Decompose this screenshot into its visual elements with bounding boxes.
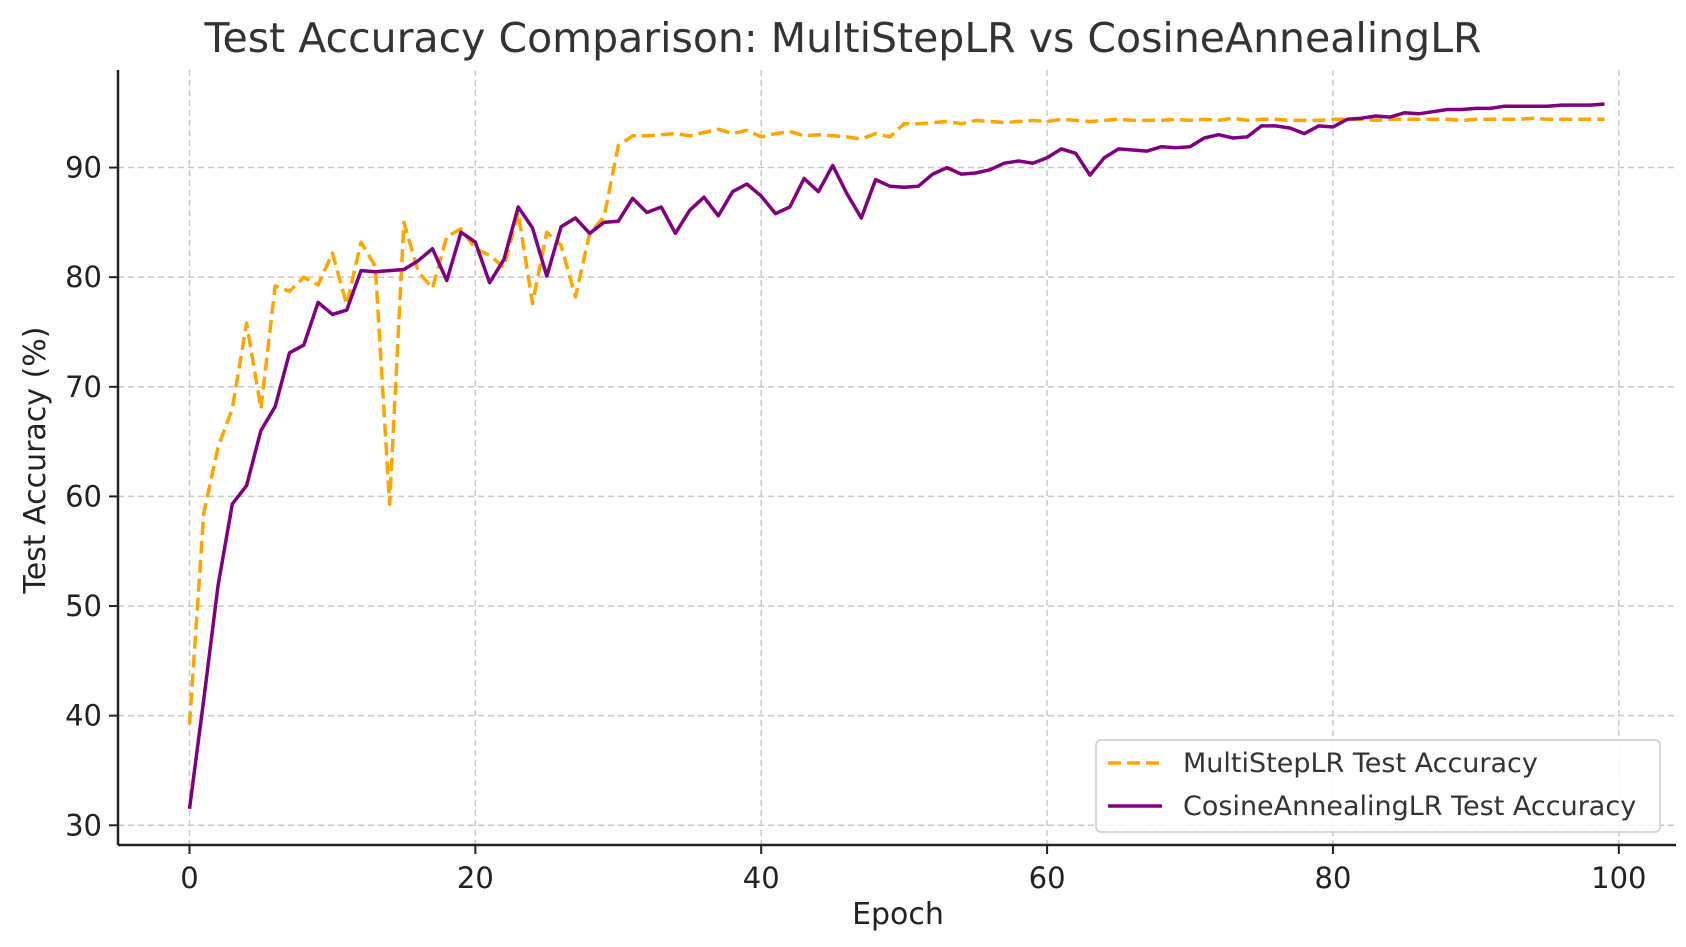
- legend-label-multisteplr: MultiStepLR Test Accuracy: [1183, 748, 1538, 779]
- y-tick-label: 30: [65, 808, 102, 842]
- series-layer: [187, 102, 1605, 810]
- y-tick-label: 60: [65, 479, 102, 513]
- x-tick-label: 0: [180, 861, 198, 895]
- y-tick-label: 50: [65, 589, 102, 623]
- series-line-cosineannealinglr: [187, 102, 1605, 810]
- x-axis-label: Epoch: [852, 897, 944, 932]
- y-tick-label: 90: [65, 151, 102, 185]
- y-tick-label: 80: [65, 260, 102, 294]
- legend-box: [1095, 739, 1661, 833]
- chart-title: Test Accuracy Comparison: MultiStepLR vs…: [203, 14, 1481, 62]
- legend-label-cosineannealinglr: CosineAnnealingLR Test Accuracy: [1183, 791, 1636, 822]
- series-line-multisteplr: [187, 116, 1605, 725]
- x-tick-label: 20: [457, 861, 494, 895]
- y-axis-label: Test Accuracy (%): [18, 326, 53, 594]
- legend: MultiStepLR Test Accuracy CosineAnnealin…: [1095, 739, 1661, 833]
- axes-layer: 0 20 40 60 80 100 30 40 50 60 70 80 90: [65, 70, 1676, 895]
- y-tick-label: 70: [65, 370, 102, 404]
- y-tick-label: 40: [65, 699, 102, 733]
- x-tick-label: 40: [743, 861, 780, 895]
- x-tick-label: 80: [1315, 861, 1352, 895]
- x-tick-label: 100: [1591, 861, 1646, 895]
- x-tick-label: 60: [1029, 861, 1066, 895]
